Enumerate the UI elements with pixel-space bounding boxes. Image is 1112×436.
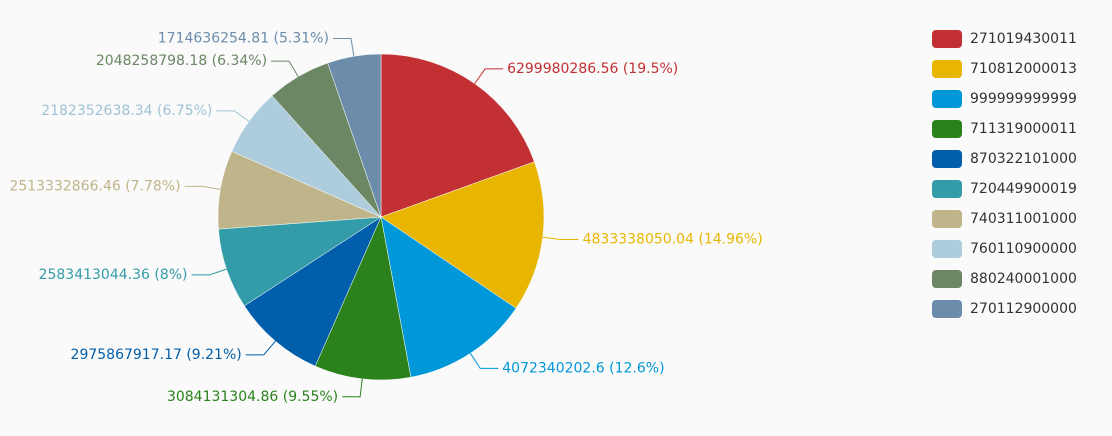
leader-line (469, 353, 499, 369)
leader-line (332, 38, 355, 57)
leader-line (216, 110, 250, 122)
legend-label: 760110900000 (970, 241, 1077, 257)
data-label: 1714636254.81 (5.31%) (158, 31, 329, 47)
legend-swatch (932, 270, 962, 288)
legend-label: 711319000011 (970, 121, 1077, 137)
data-label: 2182352638.34 (6.75%) (41, 103, 212, 119)
pie-slice (380, 216, 517, 378)
legend-label: 271019430011 (970, 31, 1077, 47)
leader-line (191, 268, 227, 276)
data-label: 2048258798.18 (6.34%) (96, 53, 267, 69)
leader-line (342, 378, 363, 398)
pie-slice (380, 161, 545, 309)
legend-swatch (932, 300, 962, 318)
leader-line (184, 185, 221, 190)
data-label: 6299980286.56 (19.5%) (507, 61, 678, 77)
leader-line (271, 60, 299, 77)
legend-swatch (932, 120, 962, 138)
data-label: 2583413044.36 (8%) (39, 267, 188, 283)
legend-swatch (932, 60, 962, 78)
legend-label: 880240001000 (970, 271, 1077, 287)
data-label: 4833338050.04 (14.96%) (583, 231, 763, 247)
legend-label: 710812000013 (970, 61, 1077, 77)
legend-swatch (932, 90, 962, 108)
legend-swatch (932, 180, 962, 198)
legend-swatch (932, 30, 962, 48)
data-label: 2975867917.17 (9.21%) (71, 347, 242, 363)
legend-label: 999999999999 (970, 91, 1077, 107)
leader-line (542, 236, 579, 240)
data-label: 2513332866.46 (7.78%) (9, 178, 180, 194)
legend-swatch (932, 240, 962, 258)
legend-label: 740311001000 (970, 211, 1077, 227)
leader-line (474, 68, 504, 84)
leader-line (245, 340, 276, 356)
legend-label: 270112900000 (970, 301, 1077, 317)
pie-slice (380, 53, 535, 218)
pie-slice (244, 216, 382, 367)
legend-label: 720449900019 (970, 181, 1077, 197)
legend-swatch (932, 210, 962, 228)
legend-swatch (932, 150, 962, 168)
legend-label: 870322101000 (970, 151, 1077, 167)
data-label: 4072340202.6 (12.6%) (502, 360, 664, 376)
data-label: 3084131304.86 (9.55%) (167, 389, 338, 405)
